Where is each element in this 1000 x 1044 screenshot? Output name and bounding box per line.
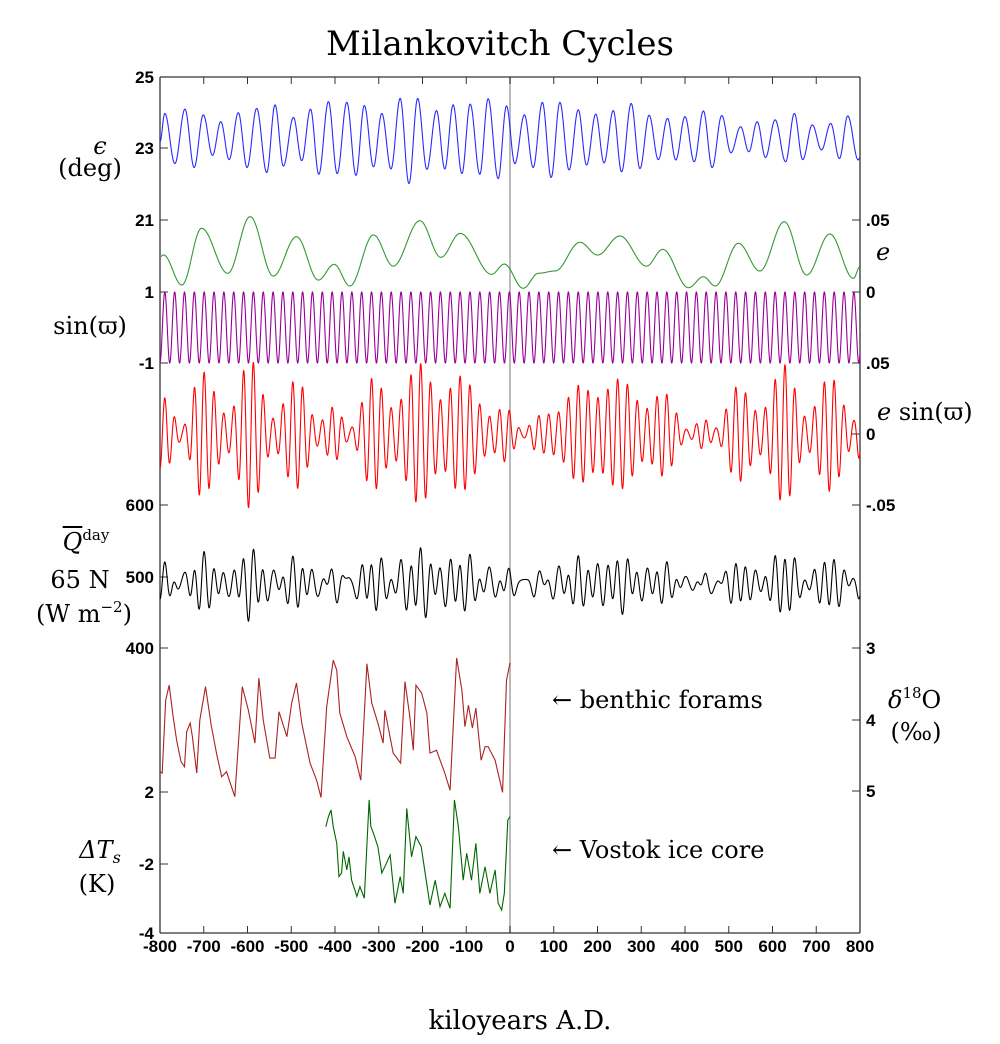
vostok-annotation: ← Vostok ice core <box>552 836 765 864</box>
x-tick-label: 700 <box>802 937 830 956</box>
x-tick-label: 300 <box>627 937 655 956</box>
right-tick-label-eccentricity: .05 <box>866 211 890 230</box>
insolation-latitude: 65 N <box>50 566 110 594</box>
left-tick-label-obliquity: 21 <box>135 211 154 230</box>
x-tick-label: 200 <box>583 937 611 956</box>
series-line-precession <box>159 291 861 364</box>
precession-label: sin(ϖ) <box>53 312 127 340</box>
left-tick-label-temperature: 2 <box>145 783 154 802</box>
x-tick-label: -400 <box>318 937 352 956</box>
x-tick-label: 800 <box>846 937 874 956</box>
insolation-q: Q <box>62 528 83 556</box>
right-tick-label-e_sin: 0 <box>866 425 875 444</box>
x-tick-label: 100 <box>540 937 568 956</box>
x-tick-label: -200 <box>405 937 439 956</box>
benthic-annotation: ← benthic forams <box>552 686 763 714</box>
left-tick-label-insolation: 600 <box>126 496 154 515</box>
x-tick-label: 500 <box>715 937 743 956</box>
right-tick-label-eccentricity: 0 <box>866 283 875 302</box>
left-tick-label-insolation: 500 <box>126 568 154 587</box>
series-line-e_sin <box>159 361 861 509</box>
axis-ticks: -800 -700 -600 -500 -400 -300 -200 -100 0 100 200 3… <box>126 68 896 956</box>
insolation-symbol: Qday <box>62 528 110 556</box>
left-tick-label-temperature: -2 <box>139 855 154 874</box>
insolation-unit: (W m−2) <box>36 598 132 628</box>
left-tick-label-temperature: -4 <box>139 924 155 943</box>
x-tick-label: -300 <box>362 937 396 956</box>
series-line-eccentricity <box>159 216 861 289</box>
right-tick-label-e_sin: .05 <box>866 354 890 373</box>
eccentricity-label: e <box>876 238 891 266</box>
series-line-vostok <box>325 799 511 912</box>
chart-title: Milankovitch Cycles <box>325 24 675 64</box>
x-tick-label: 400 <box>671 937 699 956</box>
right-tick-label-d18o: 3 <box>866 639 875 658</box>
left-tick-label-obliquity: 25 <box>135 68 154 87</box>
insolation-sup: day <box>82 526 110 544</box>
left-tick-label-insolation: 400 <box>126 639 154 658</box>
x-tick-label: -500 <box>274 937 308 956</box>
x-tick-label: -100 <box>449 937 483 956</box>
right-tick-label-e_sin: -.05 <box>866 496 895 515</box>
x-tick-label: -700 <box>187 937 221 956</box>
temperature-unit: (K) <box>78 870 116 898</box>
series-line-insolation <box>159 547 861 622</box>
d18o-unit: (‰) <box>890 718 942 746</box>
x-axis-label: kiloyears A.D. <box>428 1006 612 1036</box>
series-line-benthic <box>159 657 511 798</box>
series-line-obliquity <box>159 97 861 185</box>
left-tick-label-obliquity: 23 <box>135 139 154 158</box>
d18o-label: δ18O <box>888 684 942 714</box>
x-tick-label: 0 <box>505 937 514 956</box>
plot-frame <box>159 76 861 934</box>
left-tick-label-precession: 1 <box>145 283 154 302</box>
e-sin-label: e sin(ϖ) <box>877 398 973 426</box>
x-tick-label: 600 <box>758 937 786 956</box>
obliquity-symbol: ϵ <box>93 132 107 160</box>
x-tick-label: -600 <box>230 937 264 956</box>
temperature-symbol: ΔTs <box>79 836 121 867</box>
left-tick-label-precession: -1 <box>139 354 154 373</box>
series-curves <box>159 97 861 912</box>
right-tick-label-d18o: 5 <box>866 782 875 801</box>
obliquity-unit: (deg) <box>58 154 122 182</box>
right-tick-label-d18o: 4 <box>866 711 876 730</box>
x-tick-label: -800 <box>143 937 177 956</box>
